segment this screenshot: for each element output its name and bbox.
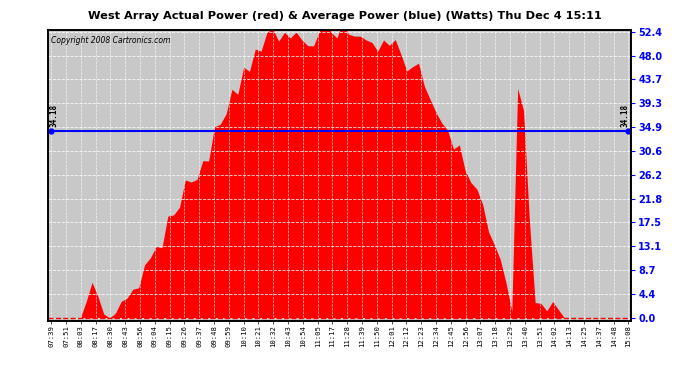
Text: West Array Actual Power (red) & Average Power (blue) (Watts) Thu Dec 4 15:11: West Array Actual Power (red) & Average … xyxy=(88,11,602,21)
Text: 34.18: 34.18 xyxy=(50,104,59,127)
Text: Copyright 2008 Cartronics.com: Copyright 2008 Cartronics.com xyxy=(51,36,170,45)
Text: 34.18: 34.18 xyxy=(621,104,630,127)
